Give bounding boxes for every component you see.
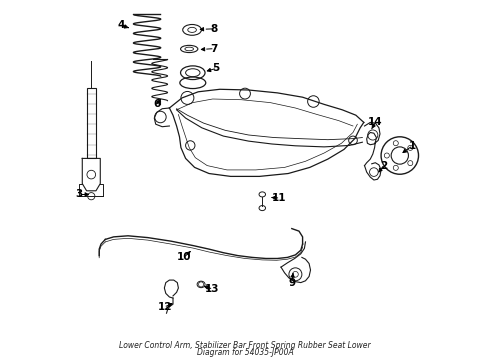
Text: Lower Control Arm, Stabilizer Bar Front Spring Rubber Seat Lower: Lower Control Arm, Stabilizer Bar Front … bbox=[119, 341, 371, 350]
Text: Diagram for 54035-JP00A: Diagram for 54035-JP00A bbox=[196, 348, 294, 356]
Text: 7: 7 bbox=[211, 44, 218, 54]
Text: 13: 13 bbox=[205, 284, 219, 294]
Text: 14: 14 bbox=[368, 117, 383, 127]
Text: 11: 11 bbox=[272, 193, 287, 203]
Text: 1: 1 bbox=[409, 141, 416, 151]
Text: 5: 5 bbox=[213, 63, 220, 73]
Text: 3: 3 bbox=[76, 189, 83, 199]
Text: 2: 2 bbox=[380, 161, 387, 171]
Text: 12: 12 bbox=[158, 302, 172, 312]
Text: 9: 9 bbox=[288, 278, 295, 288]
Bar bbox=[87, 88, 96, 158]
Text: 6: 6 bbox=[153, 99, 160, 109]
Text: 4: 4 bbox=[117, 20, 124, 30]
Text: 10: 10 bbox=[176, 252, 191, 262]
Text: 8: 8 bbox=[211, 24, 218, 34]
